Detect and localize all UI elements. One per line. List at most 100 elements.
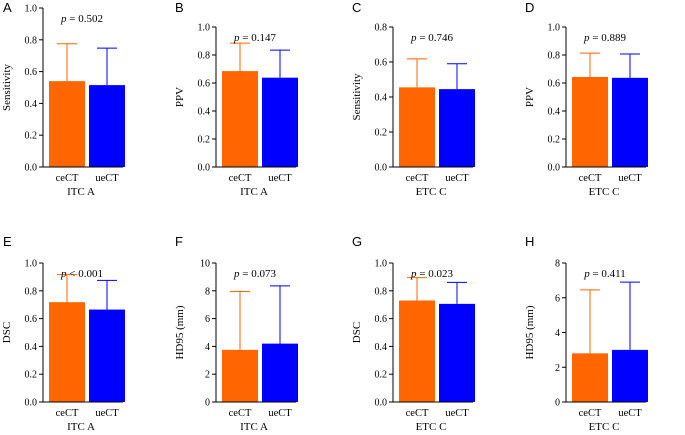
panel-g-p-value: p = 0.023 bbox=[410, 268, 453, 280]
panel-h-category-label-ueCT: ueCT bbox=[618, 408, 642, 419]
panel-f-bar-ceCT bbox=[222, 349, 258, 402]
panel-g-p-symbol: p bbox=[410, 268, 419, 280]
panel-b-y-tick-label: 0.4 bbox=[198, 107, 211, 118]
panel-c-category-label-ceCT: ceCT bbox=[406, 173, 429, 184]
panel-f-x-axis-label: ITC A bbox=[240, 421, 268, 433]
panel-a-letter: A bbox=[3, 0, 12, 15]
panel-b-p-text: = 0.147 bbox=[242, 32, 276, 44]
panel-g-x-axis-label: ETC C bbox=[416, 421, 447, 433]
panel-b-bar-ueCT bbox=[262, 77, 298, 167]
panel-g-y-tick-label: 0.0 bbox=[375, 398, 388, 409]
panel-b-bar-ceCT bbox=[222, 71, 258, 167]
panel-e-y-tick-label: 1.0 bbox=[25, 259, 38, 270]
panel-h-p-value: p = 0.411 bbox=[583, 268, 626, 280]
panel-c-y-tick-label: 0.8 bbox=[375, 23, 388, 34]
panel-h-y-tick-label: 6 bbox=[555, 293, 560, 304]
panel-c-y-tick-label: 0.0 bbox=[375, 163, 388, 174]
panel-g-y-tick-label: 0.6 bbox=[375, 314, 388, 325]
panel-e-y-tick-label: 0.6 bbox=[25, 314, 38, 325]
panel-c-category-label-ueCT: ueCT bbox=[445, 173, 469, 184]
panel-g-bar-ueCT bbox=[439, 303, 475, 402]
panel-c-letter: C bbox=[352, 0, 361, 15]
panel-d-x-axis-label: ETC C bbox=[589, 186, 620, 198]
panel-e-p-text: < 0.001 bbox=[69, 268, 103, 280]
panel-d-bar-ueCT bbox=[612, 77, 648, 167]
panel-h-p-text: = 0.411 bbox=[592, 268, 625, 280]
panel-a-y-tick-label: 0.0 bbox=[25, 163, 38, 174]
panel-a-y-axis-label: Sensitivity bbox=[1, 63, 13, 111]
panel-b-p-symbol: p bbox=[233, 32, 242, 44]
panel-g-y-tick-label: 0.8 bbox=[375, 286, 388, 297]
panel-e-y-tick-label: 0.4 bbox=[25, 342, 38, 353]
panel-d-bar-ceCT bbox=[572, 76, 608, 167]
panel-f-category-label-ceCT: ceCT bbox=[229, 408, 252, 419]
panel-a-x-axis-label: ITC A bbox=[67, 186, 95, 198]
panel-b-category-label-ceCT: ceCT bbox=[229, 173, 252, 184]
panel-h-letter: H bbox=[525, 234, 534, 249]
panel-a-category-label-ceCT: ceCT bbox=[56, 173, 79, 184]
panel-g-category-label-ceCT: ceCT bbox=[406, 408, 429, 419]
panel-d-category-label-ceCT: ceCT bbox=[579, 173, 602, 184]
panel-b-category-label-ueCT: ueCT bbox=[268, 173, 292, 184]
panel-c-y-axis-label: Sensitivity bbox=[351, 73, 363, 121]
panel-f-p-text: = 0.073 bbox=[242, 268, 276, 280]
panel-e-bar-ueCT bbox=[89, 309, 125, 402]
panel-c-y-tick-label: 0.4 bbox=[375, 93, 388, 104]
panel-a-p-symbol: p bbox=[60, 13, 69, 25]
panel-c-bar-ueCT bbox=[439, 89, 475, 167]
panel-h-bar-ceCT bbox=[572, 353, 608, 402]
panel-c-p-symbol: p bbox=[410, 32, 419, 44]
panel-f-p-symbol: p bbox=[233, 268, 242, 280]
panel-d-y-tick-label: 0.4 bbox=[548, 107, 561, 118]
panel-f-y-tick-label: 10 bbox=[200, 259, 210, 270]
panel-g-category-label-ueCT: ueCT bbox=[445, 408, 469, 419]
panel-e-y-tick-label: 0.0 bbox=[25, 398, 38, 409]
panel-h-x-axis-label: ETC C bbox=[589, 421, 620, 433]
panel-b-y-tick-label: 0.0 bbox=[198, 163, 211, 174]
panel-e-p-symbol: p bbox=[60, 268, 69, 280]
panel-a-bar-ceCT bbox=[49, 81, 85, 167]
panel-d-p-symbol: p bbox=[583, 32, 592, 44]
panel-a-p-value: p = 0.502 bbox=[60, 13, 103, 25]
panel-h-y-axis-label: HD95 (mm) bbox=[524, 305, 536, 359]
panel-d-letter: D bbox=[525, 0, 534, 15]
panel-e-y-axis-label: DSC bbox=[1, 322, 13, 343]
panel-f-y-tick-label: 0 bbox=[205, 398, 210, 409]
panel-f-bar-ueCT bbox=[262, 343, 298, 402]
panel-d-y-tick-label: 0.2 bbox=[548, 135, 561, 146]
panel-e-bar-ceCT bbox=[49, 302, 85, 402]
panel-h-p-symbol: p bbox=[583, 268, 592, 280]
panel-b-y-tick-label: 1.0 bbox=[198, 23, 211, 34]
panel-h-y-tick-label: 2 bbox=[555, 363, 560, 374]
panel-h-y-tick-label: 0 bbox=[555, 398, 560, 409]
panel-c-x-axis-label: ETC C bbox=[416, 186, 447, 198]
panel-e-p-value: p < 0.001 bbox=[60, 268, 103, 280]
panel-a-y-tick-label: 0.6 bbox=[25, 67, 38, 78]
panel-g-y-tick-label: 0.4 bbox=[375, 342, 388, 353]
panel-g-y-axis-label: DSC bbox=[351, 322, 363, 343]
panel-f-p-value: p = 0.073 bbox=[233, 268, 276, 280]
panel-g-letter: G bbox=[352, 234, 362, 249]
panel-b-letter: B bbox=[175, 0, 184, 15]
panel-a-y-tick-label: 0.4 bbox=[25, 99, 38, 110]
panel-d-y-tick-label: 0.8 bbox=[548, 51, 561, 62]
panel-g-bar-ceCT bbox=[399, 300, 435, 402]
panel-b-y-tick-label: 0.2 bbox=[198, 135, 211, 146]
panel-e-y-tick-label: 0.2 bbox=[25, 370, 38, 381]
panel-a-y-tick-label: 1.0 bbox=[25, 4, 38, 15]
panel-g-p-text: = 0.023 bbox=[419, 268, 453, 280]
panel-d-y-tick-label: 0.6 bbox=[548, 79, 561, 90]
panel-f-y-tick-label: 4 bbox=[205, 342, 210, 353]
panel-h-bar-ueCT bbox=[612, 349, 648, 402]
panel-e-x-axis-label: ITC A bbox=[67, 421, 95, 433]
panel-b-y-axis-label: PPV bbox=[174, 87, 186, 107]
panel-f-category-label-ueCT: ueCT bbox=[268, 408, 292, 419]
panel-c-p-text: = 0.746 bbox=[419, 32, 453, 44]
panel-a-p-text: = 0.502 bbox=[69, 13, 103, 25]
panel-c-bar-ceCT bbox=[399, 87, 435, 167]
panel-a-y-tick-label: 0.8 bbox=[25, 35, 38, 46]
panel-h-y-tick-label: 8 bbox=[555, 259, 560, 270]
panel-g-y-tick-label: 0.2 bbox=[375, 370, 388, 381]
panel-d-p-text: = 0.889 bbox=[592, 32, 626, 44]
